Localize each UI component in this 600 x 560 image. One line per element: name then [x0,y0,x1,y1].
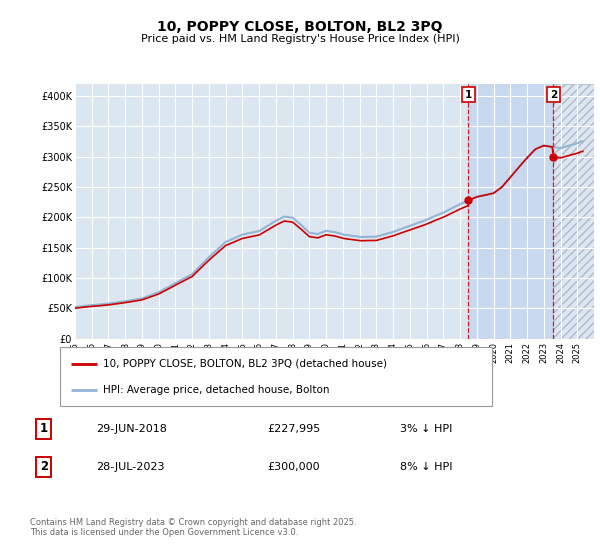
Bar [553,84,600,339]
FancyBboxPatch shape [60,347,492,406]
Text: £300,000: £300,000 [268,462,320,472]
Text: 2: 2 [40,460,48,473]
Text: 1: 1 [465,90,472,100]
Text: 10, POPPY CLOSE, BOLTON, BL2 3PQ (detached house): 10, POPPY CLOSE, BOLTON, BL2 3PQ (detach… [103,358,387,368]
Text: 8% ↓ HPI: 8% ↓ HPI [400,462,452,472]
Text: Contains HM Land Registry data © Crown copyright and database right 2025.
This d: Contains HM Land Registry data © Crown c… [30,518,356,538]
Text: 1: 1 [40,422,48,435]
Text: 3% ↓ HPI: 3% ↓ HPI [400,424,452,434]
Text: 28-JUL-2023: 28-JUL-2023 [96,462,165,472]
Text: HPI: Average price, detached house, Bolton: HPI: Average price, detached house, Bolt… [103,385,330,395]
Bar [469,84,553,339]
Text: £227,995: £227,995 [268,424,320,434]
Text: 29-JUN-2018: 29-JUN-2018 [96,424,167,434]
Text: 10, POPPY CLOSE, BOLTON, BL2 3PQ: 10, POPPY CLOSE, BOLTON, BL2 3PQ [157,20,443,34]
Text: 2: 2 [550,90,557,100]
Text: Price paid vs. HM Land Registry's House Price Index (HPI): Price paid vs. HM Land Registry's House … [140,34,460,44]
